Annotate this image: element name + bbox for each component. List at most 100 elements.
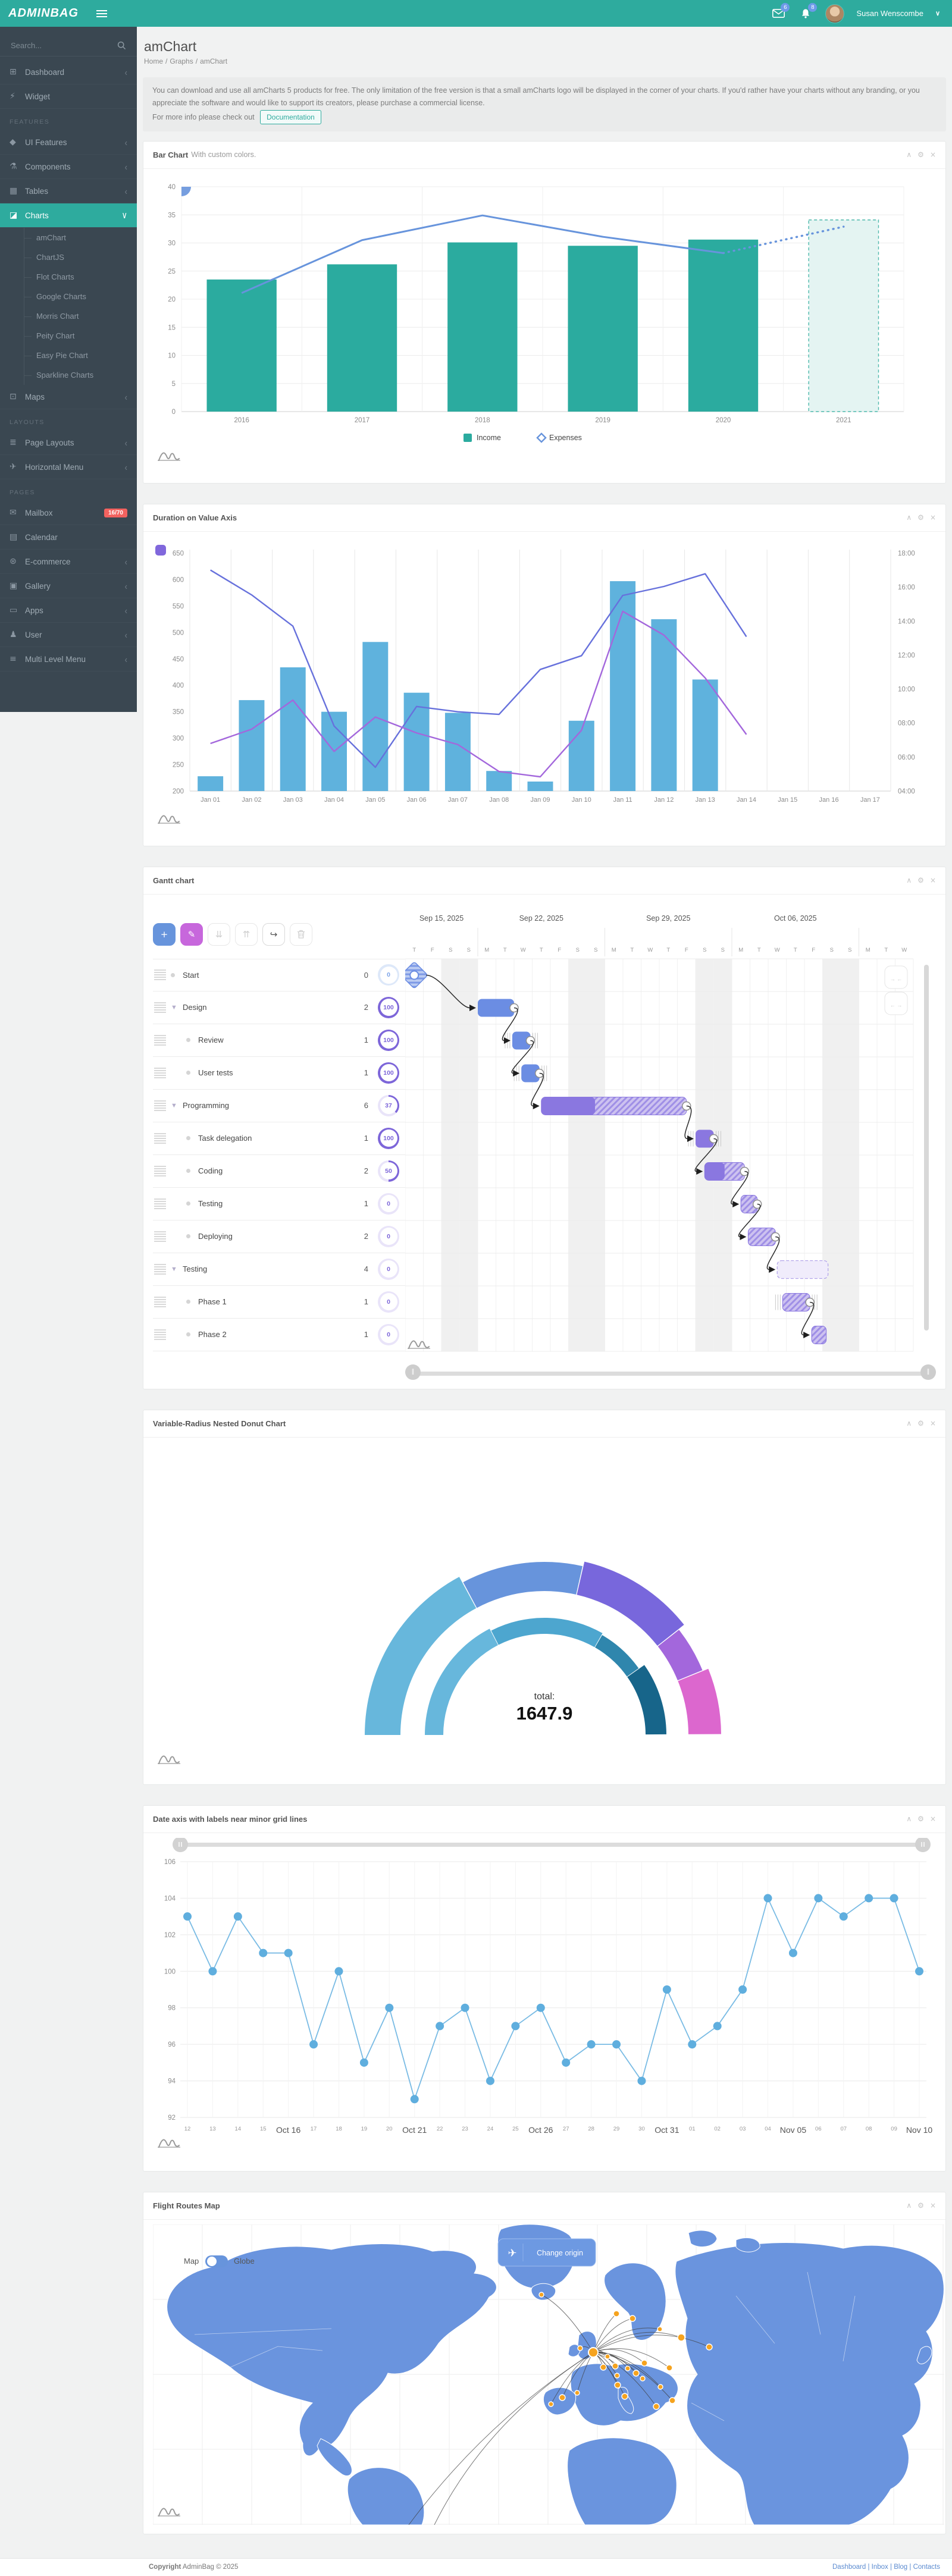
data-point[interactable] <box>662 1985 671 1994</box>
wrench-icon[interactable]: ⚙ <box>917 150 924 159</box>
city-marker[interactable] <box>614 2373 620 2379</box>
data-point[interactable] <box>839 1912 848 1921</box>
gantt-bar-progress[interactable] <box>478 999 514 1017</box>
change-origin-button[interactable]: ✈ Change origin <box>497 2238 596 2267</box>
origin-marker[interactable] <box>588 2346 599 2358</box>
gantt-vertical-scrollbar[interactable] <box>924 964 929 1331</box>
duration-bar[interactable] <box>403 692 430 791</box>
sidebar-item-calendar[interactable]: ▤ Calendar <box>0 525 137 550</box>
gantt-bar-progress[interactable] <box>541 1097 596 1115</box>
city-marker[interactable] <box>657 2326 663 2332</box>
collapse-icon[interactable]: ∧ <box>906 1815 912 1824</box>
data-point[interactable] <box>788 1949 797 1957</box>
donut-slice-outer[interactable] <box>678 1668 721 1734</box>
collapse-icon[interactable]: ∧ <box>906 150 912 159</box>
sidebar-subitem-flot-charts[interactable]: Flot Charts <box>24 267 137 287</box>
link-node[interactable] <box>771 1232 780 1242</box>
data-point[interactable] <box>284 1949 293 1957</box>
donut-slice-outer[interactable] <box>657 1630 703 1681</box>
bar-income[interactable] <box>447 242 518 412</box>
drag-handle-icon[interactable] <box>154 1067 166 1078</box>
flight-routes-map[interactable]: Map Globe ✈ Change origin <box>152 2224 944 2525</box>
city-marker[interactable] <box>657 2384 663 2390</box>
city-marker[interactable] <box>677 2333 685 2342</box>
donut-slice-outer[interactable] <box>365 1576 477 1735</box>
data-point[interactable] <box>637 2076 646 2085</box>
close-icon[interactable]: × <box>929 1815 936 1824</box>
data-point[interactable] <box>309 2040 318 2049</box>
close-icon[interactable]: × <box>929 2201 936 2210</box>
data-point[interactable] <box>763 1894 772 1903</box>
link-node[interactable] <box>752 1199 762 1209</box>
gantt-bar-progress[interactable] <box>704 1162 725 1181</box>
collapse-icon[interactable]: ∧ <box>906 2201 912 2210</box>
gantt-task-row[interactable]: User tests 1 100 <box>153 1057 405 1090</box>
city-marker[interactable] <box>605 2354 610 2359</box>
sidebar-subitem-morris-chart[interactable]: Morris Chart <box>24 306 137 326</box>
data-point[interactable] <box>461 2003 469 2012</box>
city-marker[interactable] <box>666 2364 673 2371</box>
documentation-link[interactable]: Documentation <box>260 109 321 124</box>
wrench-icon[interactable]: ⚙ <box>917 513 924 522</box>
wrench-icon[interactable]: ⚙ <box>917 2201 924 2210</box>
link-tasks-button[interactable]: ↪ <box>262 923 285 946</box>
expand-triangle-icon[interactable]: ▼ <box>171 1102 177 1109</box>
zoom-out-button[interactable] <box>884 992 908 1015</box>
city-marker[interactable] <box>669 2397 676 2404</box>
gantt-task-row[interactable]: ▼ Design 2 100 <box>153 992 405 1024</box>
data-point[interactable] <box>738 1985 747 1994</box>
sidebar-item-apps[interactable]: ▭ Apps ‹ <box>0 598 137 623</box>
sidebar-item-maps[interactable]: ⊡ Maps ‹ <box>0 385 137 409</box>
donut-slice-outer[interactable] <box>577 1561 684 1646</box>
donut-slice-inner[interactable] <box>627 1665 666 1735</box>
data-point[interactable] <box>334 1967 343 1976</box>
sidebar-item-e-commerce[interactable]: ⊛ E-commerce ‹ <box>0 550 137 574</box>
close-icon[interactable]: × <box>929 513 936 522</box>
city-marker[interactable] <box>613 2310 620 2317</box>
data-point[interactable] <box>713 2022 722 2031</box>
city-marker[interactable] <box>548 2401 554 2407</box>
data-point[interactable] <box>587 2040 596 2049</box>
bar-forecast[interactable] <box>808 219 879 412</box>
sidebar-subitem-sparkline-charts[interactable]: Sparkline Charts <box>24 365 137 385</box>
duration-bar[interactable] <box>486 771 512 791</box>
scrollbar-right-handle[interactable] <box>915 1836 931 1852</box>
data-point[interactable] <box>536 2003 545 2012</box>
scroll-grip[interactable] <box>155 544 166 556</box>
sidebar-item-page-layouts[interactable]: ≣ Page Layouts ‹ <box>0 431 137 455</box>
sidebar-subitem-amchart[interactable]: amChart <box>24 228 137 247</box>
footer-link-dashboard[interactable]: Dashboard <box>832 2564 866 2571</box>
close-icon[interactable]: × <box>929 1419 936 1428</box>
duration-bar[interactable] <box>239 700 265 791</box>
drag-handle-icon[interactable] <box>154 1231 166 1242</box>
city-marker[interactable] <box>621 2393 628 2400</box>
city-marker[interactable] <box>625 2365 631 2371</box>
city-marker[interactable] <box>577 2345 583 2351</box>
data-point[interactable] <box>915 1967 923 1976</box>
bar-income[interactable] <box>206 279 277 412</box>
city-marker[interactable] <box>559 2394 566 2401</box>
gantt-bar-progress[interactable] <box>521 1064 540 1083</box>
collapse-icon[interactable]: ∧ <box>906 876 912 885</box>
wrench-icon[interactable]: ⚙ <box>917 1419 924 1428</box>
duration-bar[interactable] <box>444 713 471 791</box>
data-point[interactable] <box>814 1894 823 1903</box>
data-point[interactable] <box>890 1894 898 1903</box>
scrollbar-left-handle[interactable] <box>173 1836 188 1852</box>
city-marker[interactable] <box>706 2343 713 2351</box>
sidebar-item-horizontal-menu[interactable]: ✈ Horizontal Menu ‹ <box>0 455 137 479</box>
duration-bar[interactable] <box>692 679 718 791</box>
donut-slice-inner[interactable] <box>595 1634 639 1677</box>
data-point[interactable] <box>259 1949 268 1957</box>
footer-link-contacts[interactable]: Contacts <box>913 2564 940 2571</box>
collapse-icon[interactable]: ∧ <box>906 513 912 522</box>
data-point[interactable] <box>385 2003 394 2012</box>
expand-triangle-icon[interactable]: ▼ <box>171 1003 177 1011</box>
move-up-button[interactable]: ⇈ <box>235 923 258 946</box>
chart-scrollbar-track[interactable] <box>177 1842 928 1847</box>
city-marker[interactable] <box>614 2382 621 2389</box>
gantt-task-row[interactable]: Start 0 0 <box>153 958 405 992</box>
gantt-bar-group[interactable] <box>776 1260 829 1279</box>
drag-handle-icon[interactable] <box>154 969 166 981</box>
